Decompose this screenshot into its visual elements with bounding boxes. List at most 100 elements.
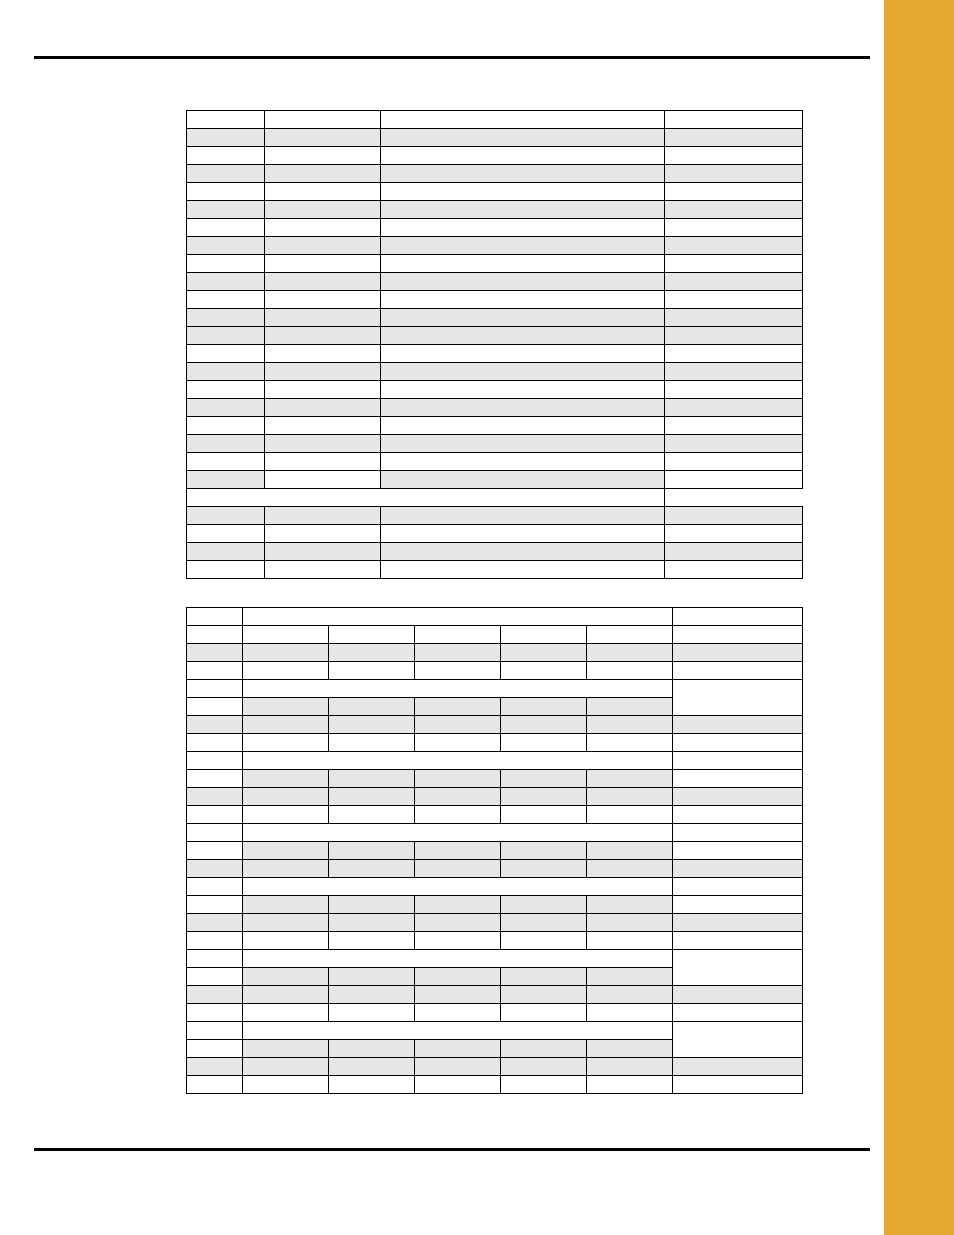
table-cell — [265, 237, 381, 255]
table-cell — [329, 662, 415, 680]
table-cell — [415, 842, 501, 860]
table-cell — [587, 1040, 673, 1058]
table-cell — [381, 345, 665, 363]
table-cell — [243, 896, 329, 914]
table-cell — [673, 932, 803, 950]
table-cell — [243, 986, 329, 1004]
tables-container — [186, 110, 802, 1094]
table-cell — [265, 399, 381, 417]
table-cell — [415, 968, 501, 986]
table-cell — [187, 716, 243, 734]
table-cell — [381, 399, 665, 417]
table-row — [187, 111, 803, 129]
table-cell — [265, 219, 381, 237]
table-cell — [329, 1040, 415, 1058]
table-cell — [265, 309, 381, 327]
table-cell — [329, 788, 415, 806]
table-cell — [415, 806, 501, 824]
table-cell — [501, 734, 587, 752]
table-cell — [187, 471, 265, 489]
table-cell — [265, 435, 381, 453]
table-cell — [243, 752, 673, 770]
table-row — [187, 561, 803, 579]
table-cell — [501, 986, 587, 1004]
table-row — [187, 273, 803, 291]
table-cell — [415, 1004, 501, 1022]
table-cell — [187, 770, 243, 788]
page — [0, 0, 954, 1235]
table-cell — [501, 626, 587, 644]
table-cell — [381, 111, 665, 129]
table-cell — [187, 608, 243, 626]
table-cell — [243, 968, 329, 986]
table-cell — [187, 435, 265, 453]
table-cell — [187, 201, 265, 219]
table-cell — [673, 914, 803, 932]
table-cell — [243, 914, 329, 932]
table-cell — [329, 914, 415, 932]
table-cell — [415, 1040, 501, 1058]
table-cell — [381, 147, 665, 165]
table-cell — [329, 842, 415, 860]
table-row — [187, 824, 803, 842]
table-cell — [187, 183, 265, 201]
table-cell — [329, 1004, 415, 1022]
table-cell — [673, 680, 803, 716]
table-cell — [243, 1040, 329, 1058]
table-cell — [381, 471, 665, 489]
table-cell — [243, 716, 329, 734]
table-cell — [673, 860, 803, 878]
table-cell — [187, 399, 265, 417]
table-cell — [673, 950, 803, 986]
table-cell — [501, 662, 587, 680]
table-cell — [187, 698, 243, 716]
table-cell — [187, 111, 265, 129]
table-cell — [501, 716, 587, 734]
table-cell — [415, 788, 501, 806]
table-cell — [665, 543, 803, 561]
table-cell — [187, 309, 265, 327]
table-cell — [415, 770, 501, 788]
table-cell — [187, 968, 243, 986]
table-cell — [243, 950, 673, 968]
table-cell — [265, 453, 381, 471]
table-cell — [243, 860, 329, 878]
table-cell — [415, 698, 501, 716]
table-cell — [415, 1058, 501, 1076]
table-row — [187, 860, 803, 878]
table-cell — [501, 860, 587, 878]
table-cell — [243, 626, 329, 644]
table-cell — [265, 201, 381, 219]
table-cell — [187, 752, 243, 770]
table-row — [187, 752, 803, 770]
table-cell — [673, 626, 803, 644]
table-row — [187, 1022, 803, 1040]
table-cell — [329, 698, 415, 716]
table-cell — [265, 417, 381, 435]
table-cell — [381, 219, 665, 237]
table-cell — [415, 914, 501, 932]
table-row — [187, 417, 803, 435]
table-cell — [187, 644, 243, 662]
table-cell — [415, 896, 501, 914]
table-cell — [673, 734, 803, 752]
table-row — [187, 896, 803, 914]
table-row — [187, 327, 803, 345]
table-cell — [187, 291, 265, 309]
table-cell — [243, 788, 329, 806]
table-cell — [665, 453, 803, 471]
table-cell — [501, 806, 587, 824]
table-cell — [673, 662, 803, 680]
table-cell — [673, 1076, 803, 1094]
table-cell — [243, 1058, 329, 1076]
table-row — [187, 363, 803, 381]
table-cell — [187, 842, 243, 860]
table-cell — [673, 824, 803, 842]
table-cell — [665, 147, 803, 165]
table-cell — [673, 716, 803, 734]
table-cell — [673, 1058, 803, 1076]
table-row — [187, 129, 803, 147]
table-cell — [587, 734, 673, 752]
table-cell — [665, 201, 803, 219]
table-row — [187, 644, 803, 662]
